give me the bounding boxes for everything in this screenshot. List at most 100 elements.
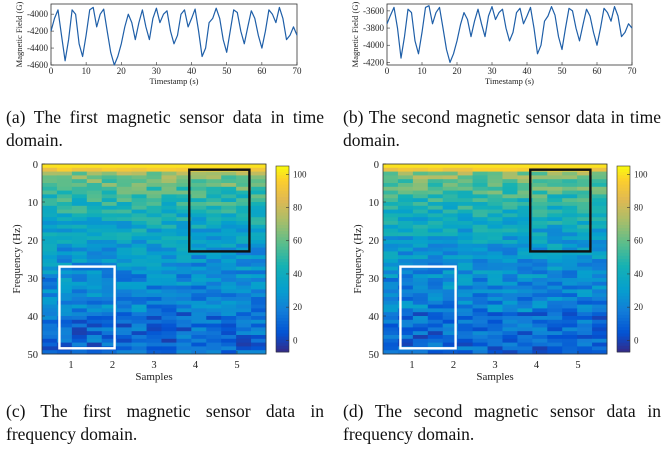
heatmap-cell [116,266,132,271]
heatmap-cell [502,323,518,328]
heatmap-cell [517,167,533,172]
heatmap-cell [502,167,518,172]
heatmap-cell [412,331,429,336]
heatmap-cell [517,308,533,313]
heatmap-cell [206,316,222,321]
heatmap-cell [206,183,222,188]
heatmap-cell [116,259,132,264]
heatmap-cell [397,308,414,313]
heatmap-cell [206,346,222,351]
heatmap-cell [42,198,58,203]
heatmap-cell [383,327,399,332]
heatmap-cell [101,232,118,237]
heatmap-cell [383,217,399,222]
heatmap-cell [56,304,73,309]
heatmap-cell [472,164,488,169]
heatmap-cell [206,202,222,207]
heatmap-cell [487,243,503,248]
heatmap-cell [427,331,444,336]
heatmap-cell [206,266,222,271]
heatmap-cell [547,323,563,328]
heatmap-cell [517,202,533,207]
heatmap-cell [176,179,192,184]
heatmap-cell [532,247,548,252]
heatmap-cell [427,335,444,340]
heatmap-cell [412,175,429,180]
heatmap-cell [412,274,429,279]
heatmap-cell [236,251,252,256]
heatmap-cell [116,194,132,199]
heatmap-cell [42,232,58,237]
heatmap-cell [71,240,88,245]
heatmap-cell [562,327,578,332]
heatmap-cell [86,217,103,222]
heatmap-cell [427,228,444,233]
heatmap-cell [502,342,518,347]
heatmap-cell [502,228,518,233]
heatmap-cell [71,278,88,283]
heatmap-cell [191,232,207,237]
heatmap-cell [146,281,162,286]
heatmap-cell [547,232,563,237]
heatmap-cell [101,221,118,226]
heatmap-cell [131,342,147,347]
heatmap-cell [577,342,593,347]
heatmap-cell [116,209,132,214]
heatmap-cell [86,243,103,248]
colorbar-segment [276,206,289,210]
heatmap-cell [146,228,162,233]
heatmap-cell [221,198,237,203]
heatmap-cell [221,297,237,302]
heatmap-cell [577,316,593,321]
heatmap-cell [502,319,518,324]
heatmap-cell [116,308,132,313]
heatmap-cell [236,190,252,195]
heatmap-cell [472,228,488,233]
heatmap-cell [412,297,429,302]
heatmap-cell [383,186,399,191]
heatmap-cell [532,190,548,195]
heatmap-cell [562,278,578,283]
colorbar-segment [276,228,289,232]
heatmap-cell [502,316,518,321]
heatmap-cell [176,186,192,191]
heatmap-cell [442,217,459,222]
heatmap-cell [176,266,192,271]
heatmap-cell [161,164,177,169]
heatmap-cell [42,205,58,210]
heatmap-cell [131,205,147,210]
heatmap-cell [383,342,399,347]
heatmap-cell [442,247,459,252]
heatmap-cell [502,300,518,305]
heatmap-cell [457,335,473,340]
heatmap-cell [577,175,593,180]
heatmap-cell [577,179,593,184]
heatmap-cell [547,293,563,298]
x-tick-label: 5 [575,360,580,371]
heatmap-cell [383,255,399,260]
colorbar-segment [617,290,630,294]
heatmap-cell [397,335,414,340]
heatmap-cell [577,247,593,252]
heatmap-cell [86,270,103,275]
heatmap-cell [532,300,548,305]
heatmap-cell [251,209,267,214]
heatmap-cell [383,346,399,351]
heatmap-cell [251,316,267,321]
heatmap-cell [146,179,162,184]
heatmap-cell [502,259,518,264]
heatmap-cell [472,342,488,347]
heatmap-cell [86,262,103,267]
heatmap-cell [592,183,608,188]
heatmap-cell [577,285,593,290]
heatmap-cell [547,262,563,267]
heatmap-cell [191,281,207,286]
heatmap-cell [427,338,444,343]
heatmap-cell [71,186,88,191]
heatmap-cell [176,205,192,210]
heatmap-cell [457,251,473,256]
heatmap-cell [176,350,192,355]
heatmap-cell [131,224,147,229]
heatmap-cell [457,289,473,294]
colorbar-segment [276,240,289,244]
